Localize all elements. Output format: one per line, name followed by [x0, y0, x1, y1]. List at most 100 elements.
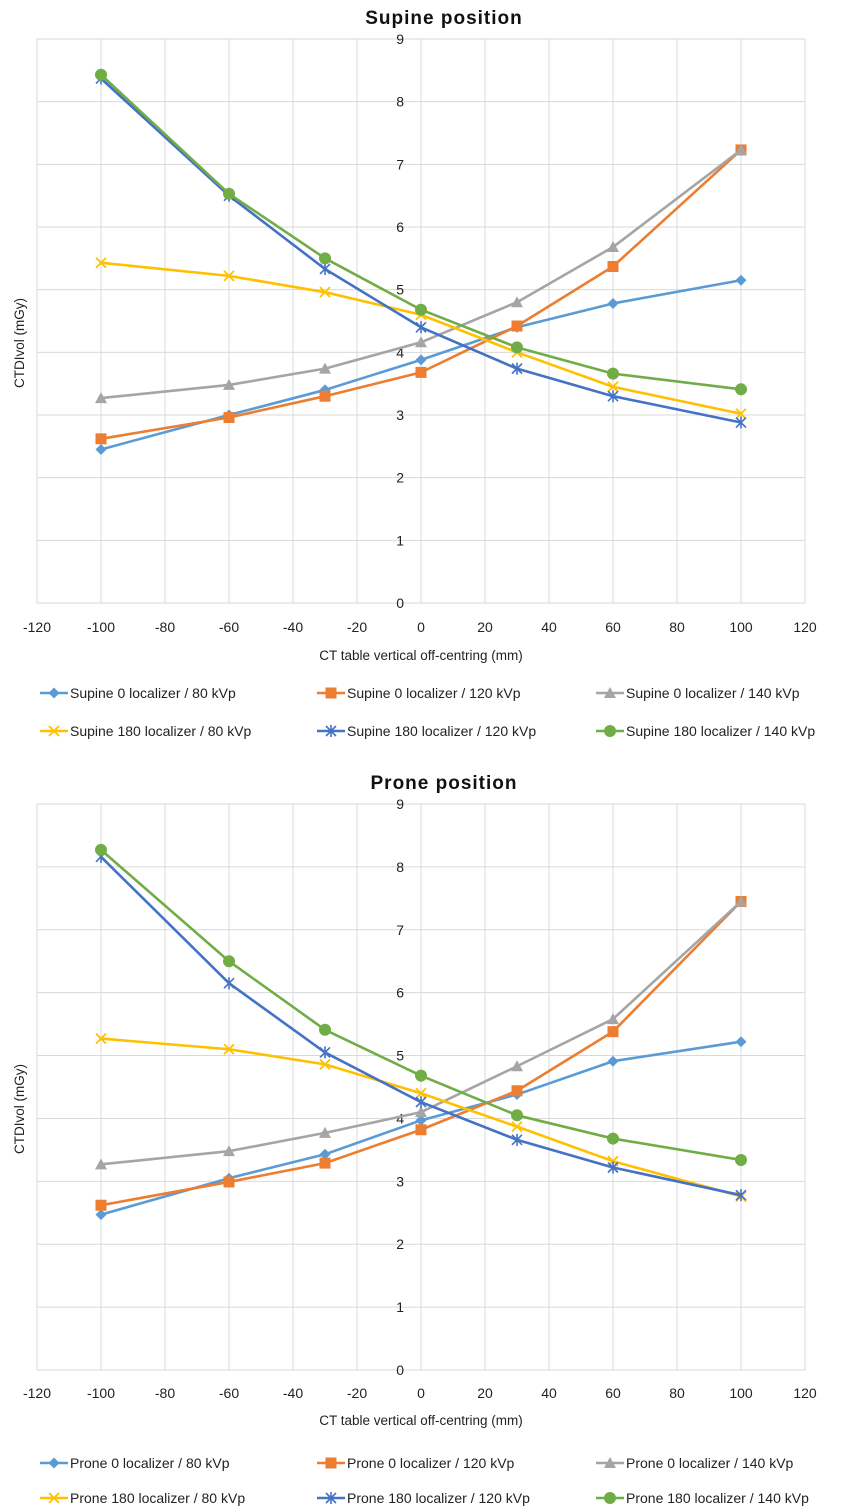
data-point — [319, 1126, 331, 1138]
legend-item: Prone 0 localizer / 140 kVp — [596, 1455, 794, 1471]
y-tick-label: 0 — [396, 595, 404, 611]
legend-item: Supine 0 localizer / 120 kVp — [317, 685, 521, 701]
legend-label: Prone 0 localizer / 140 kVp — [626, 1455, 794, 1471]
data-point — [319, 390, 331, 402]
x-tick-label: -80 — [155, 1385, 175, 1401]
chart-title: Prone position — [371, 773, 518, 794]
data-point — [95, 392, 107, 404]
y-tick-label: 1 — [396, 532, 404, 548]
x-tick-label: 20 — [477, 1385, 493, 1401]
x-tick-label: 80 — [669, 1385, 685, 1401]
data-point — [511, 1120, 523, 1133]
data-point — [223, 977, 235, 990]
legend-item: Supine 180 localizer / 140 kVp — [596, 723, 815, 739]
data-point — [511, 1085, 523, 1097]
x-tick-label: 0 — [417, 619, 425, 635]
data-point — [95, 1032, 107, 1045]
y-tick-label: 2 — [396, 470, 404, 486]
legend: Prone 0 localizer / 80 kVp Prone 0 locali… — [40, 1455, 809, 1506]
legend-label: Prone 0 localizer / 80 kVp — [70, 1455, 230, 1471]
legend-marker — [325, 725, 337, 737]
y-tick-label: 6 — [396, 985, 404, 1001]
data-point — [415, 1114, 427, 1126]
y-axis-label: CTDIvol (mGy) — [12, 1064, 27, 1154]
data-point — [511, 1109, 523, 1122]
data-point — [319, 1058, 331, 1070]
data-point — [607, 1055, 619, 1067]
data-point — [95, 257, 107, 269]
x-tick-label: -100 — [87, 619, 115, 635]
data-point — [607, 1013, 619, 1025]
series-5 — [95, 68, 747, 396]
data-point — [95, 433, 107, 445]
data-point — [607, 241, 619, 253]
series-2 — [95, 895, 747, 1170]
legend-marker — [48, 687, 60, 699]
data-point — [319, 286, 331, 298]
x-axis-label: CT table vertical off-centring (mm) — [319, 648, 523, 663]
y-tick-label: 5 — [396, 1048, 404, 1064]
data-point — [319, 262, 331, 275]
data-point — [319, 1023, 331, 1036]
y-tick-label: 5 — [396, 282, 404, 298]
legend-marker — [325, 1492, 337, 1504]
data-point — [415, 354, 427, 366]
data-point — [415, 336, 427, 348]
x-axis-label: CT table vertical off-centring (mm) — [319, 1413, 523, 1428]
data-point — [415, 303, 427, 316]
data-point — [319, 1046, 331, 1059]
data-point — [607, 367, 619, 380]
data-point — [607, 1132, 619, 1145]
data-point — [95, 1199, 107, 1211]
legend-label: Prone 0 localizer / 120 kVp — [347, 1455, 515, 1471]
data-point — [735, 383, 747, 396]
x-tick-label: -120 — [23, 619, 51, 635]
data-point — [95, 1158, 107, 1170]
legend-label: Supine 0 localizer / 80 kVp — [70, 685, 236, 701]
data-point — [735, 1189, 747, 1202]
legend-marker — [604, 1457, 616, 1468]
legend-label: Supine 180 localizer / 140 kVp — [626, 723, 815, 739]
y-tick-label: 2 — [396, 1236, 404, 1252]
legend-marker — [604, 1492, 616, 1504]
data-point — [223, 187, 235, 200]
data-point — [607, 1161, 619, 1174]
x-tick-label: -100 — [87, 1385, 115, 1401]
data-point — [415, 1124, 427, 1136]
y-tick-label: 8 — [396, 94, 404, 110]
data-point — [415, 1106, 427, 1118]
x-tick-label: 100 — [729, 619, 753, 635]
data-point — [223, 955, 235, 968]
x-tick-label: -60 — [219, 619, 239, 635]
chart-supine: Supine position 0 1 2 3 4 5 6 7 8 9 -120 -100 -80 -60 -… — [12, 8, 817, 739]
data-point — [607, 297, 619, 309]
data-point — [223, 1176, 235, 1188]
x-tick-label: 120 — [793, 1385, 817, 1401]
legend-item: Supine 0 localizer / 140 kVp — [596, 685, 800, 701]
data-point — [607, 381, 619, 393]
y-tick-label: 1 — [396, 1299, 404, 1315]
data-point — [319, 362, 331, 374]
chart-title: Supine position — [365, 8, 523, 29]
legend-item: Prone 0 localizer / 80 kVp — [40, 1455, 230, 1471]
x-tick-label: -20 — [347, 619, 367, 635]
data-point — [735, 1153, 747, 1166]
data-point — [511, 1060, 523, 1072]
x-tick-label: 40 — [541, 1385, 557, 1401]
x-tick-label: -120 — [23, 1385, 51, 1401]
legend-marker — [604, 687, 616, 698]
data-point — [415, 366, 427, 378]
data-point — [735, 416, 747, 429]
data-point — [319, 1157, 331, 1169]
data-point — [223, 412, 235, 424]
y-tick-label: 4 — [396, 344, 404, 360]
x-tick-label: -40 — [283, 1385, 303, 1401]
data-point — [607, 390, 619, 403]
x-tick-label: -20 — [347, 1385, 367, 1401]
legend-marker — [325, 687, 337, 699]
x-tick-label: 60 — [605, 1385, 621, 1401]
data-point — [735, 895, 747, 907]
x-tick-label: 40 — [541, 619, 557, 635]
data-point — [415, 1096, 427, 1109]
